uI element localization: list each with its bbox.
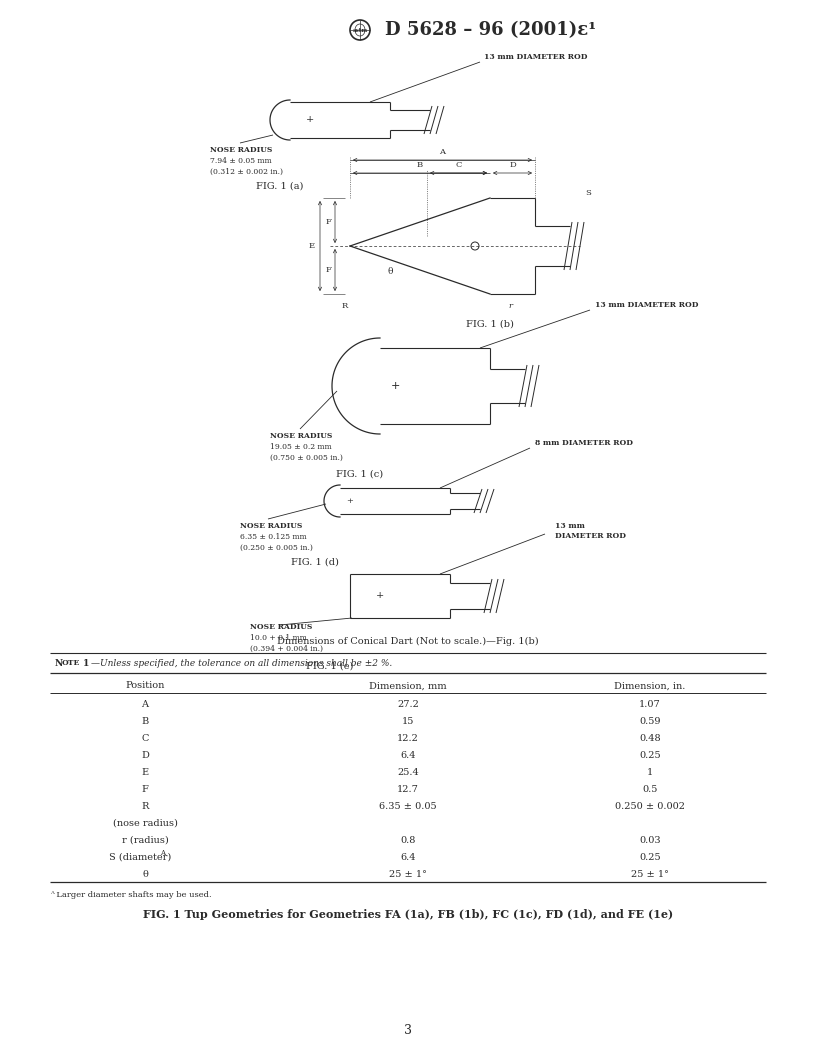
Text: 25.4: 25.4	[397, 768, 419, 776]
Text: 6.35 ± 0.05: 6.35 ± 0.05	[379, 802, 437, 811]
Text: FIG. 1 (a): FIG. 1 (a)	[256, 182, 304, 190]
Text: NOSE RADIUS: NOSE RADIUS	[250, 623, 313, 631]
Text: FIG. 1 (e): FIG. 1 (e)	[306, 661, 353, 671]
Text: F: F	[141, 785, 149, 793]
Text: D 5628 – 96 (2001)ε¹: D 5628 – 96 (2001)ε¹	[385, 21, 596, 39]
Text: (0.750 ± 0.005 in.): (0.750 ± 0.005 in.)	[270, 454, 343, 463]
Text: θ: θ	[142, 869, 148, 879]
Text: DIAMETER ROD: DIAMETER ROD	[555, 532, 626, 540]
Text: 1.07: 1.07	[639, 699, 661, 709]
Text: R: R	[342, 302, 348, 310]
Text: (0.394 + 0.004 in.): (0.394 + 0.004 in.)	[250, 645, 323, 653]
Text: θ: θ	[388, 266, 392, 276]
Text: +: +	[376, 591, 384, 601]
Text: 0.25: 0.25	[639, 751, 661, 759]
Text: NOSE RADIUS: NOSE RADIUS	[240, 522, 303, 530]
Text: 1: 1	[647, 768, 653, 776]
Text: 15: 15	[401, 717, 415, 725]
Text: A: A	[161, 849, 166, 857]
Text: R: R	[141, 802, 149, 811]
Text: 3: 3	[404, 1024, 412, 1037]
Text: 13 mm: 13 mm	[555, 522, 585, 530]
Text: Dimension, mm: Dimension, mm	[369, 681, 447, 691]
Text: r (radius): r (radius)	[122, 835, 168, 845]
Text: 13 mm DIAMETER ROD: 13 mm DIAMETER ROD	[595, 301, 698, 309]
Text: NOSE RADIUS: NOSE RADIUS	[270, 432, 332, 440]
Text: (0.250 ± 0.005 in.): (0.250 ± 0.005 in.)	[240, 544, 313, 552]
Text: N: N	[55, 659, 64, 667]
Text: Dimension, in.: Dimension, in.	[614, 681, 685, 691]
Text: 6.35 ± 0.125 mm: 6.35 ± 0.125 mm	[240, 533, 307, 541]
Text: E: E	[141, 768, 149, 776]
Text: 0.03: 0.03	[639, 835, 661, 845]
Text: 19.05 ± 0.2 mm: 19.05 ± 0.2 mm	[270, 444, 332, 451]
Text: 0.25: 0.25	[639, 852, 661, 862]
Text: OTE: OTE	[62, 659, 80, 667]
Text: +: +	[390, 381, 400, 391]
Text: 25 ± 1°: 25 ± 1°	[389, 869, 427, 879]
Text: C: C	[455, 161, 462, 169]
Text: NOSE RADIUS: NOSE RADIUS	[210, 146, 273, 154]
Text: F: F	[325, 266, 331, 274]
Text: +: +	[347, 497, 353, 505]
Text: E: E	[309, 242, 315, 250]
Text: B: B	[417, 161, 423, 169]
Text: ᴬ Larger diameter shafts may be used.: ᴬ Larger diameter shafts may be used.	[50, 890, 211, 899]
Text: S: S	[585, 189, 591, 197]
Text: 8 mm DIAMETER ROD: 8 mm DIAMETER ROD	[535, 439, 633, 447]
Text: 0.8: 0.8	[401, 835, 415, 845]
Text: —Unless specified, the tolerance on all dimensions shall be ±2 %.: —Unless specified, the tolerance on all …	[91, 659, 392, 667]
Text: Position: Position	[126, 681, 165, 691]
Text: 6.4: 6.4	[401, 751, 415, 759]
Text: F: F	[325, 218, 331, 226]
Text: 0.59: 0.59	[639, 717, 661, 725]
Text: A: A	[141, 699, 149, 709]
Text: 13 mm DIAMETER ROD: 13 mm DIAMETER ROD	[484, 53, 588, 61]
Text: 0.250 ± 0.002: 0.250 ± 0.002	[615, 802, 685, 811]
Text: 1: 1	[83, 659, 90, 667]
Text: S (diameter): S (diameter)	[109, 852, 171, 862]
Text: 0.5: 0.5	[642, 785, 658, 793]
Text: FIG. 1 (b): FIG. 1 (b)	[466, 320, 514, 328]
Text: 25 ± 1°: 25 ± 1°	[631, 869, 669, 879]
Text: 10.0 + 0.1 mm: 10.0 + 0.1 mm	[250, 634, 307, 642]
Text: 27.2: 27.2	[397, 699, 419, 709]
Text: C: C	[141, 734, 149, 742]
Text: 6.4: 6.4	[401, 852, 415, 862]
Text: B: B	[141, 717, 149, 725]
Text: D: D	[141, 751, 149, 759]
Text: 0.48: 0.48	[639, 734, 661, 742]
Text: (nose radius): (nose radius)	[113, 818, 177, 828]
Text: Dimensions of Conical Dart (Not to scale.)—Fig. 1(b): Dimensions of Conical Dart (Not to scale…	[277, 637, 539, 645]
Text: A: A	[440, 148, 446, 156]
Text: 12.2: 12.2	[397, 734, 419, 742]
Text: r: r	[508, 302, 512, 310]
Text: FIG. 1 Tup Geometries for Geometries FA (1a), FB (1b), FC (1c), FD (1d), and FE : FIG. 1 Tup Geometries for Geometries FA …	[143, 909, 673, 920]
Text: 7.94 ± 0.05 mm: 7.94 ± 0.05 mm	[210, 157, 272, 165]
Text: FIG. 1 (c): FIG. 1 (c)	[336, 470, 384, 478]
Text: astm: astm	[353, 27, 367, 33]
Text: +: +	[306, 115, 314, 125]
Text: D: D	[509, 161, 516, 169]
Text: FIG. 1 (d): FIG. 1 (d)	[291, 558, 339, 566]
Text: 12.7: 12.7	[397, 785, 419, 793]
Text: (0.312 ± 0.002 in.): (0.312 ± 0.002 in.)	[210, 168, 283, 176]
